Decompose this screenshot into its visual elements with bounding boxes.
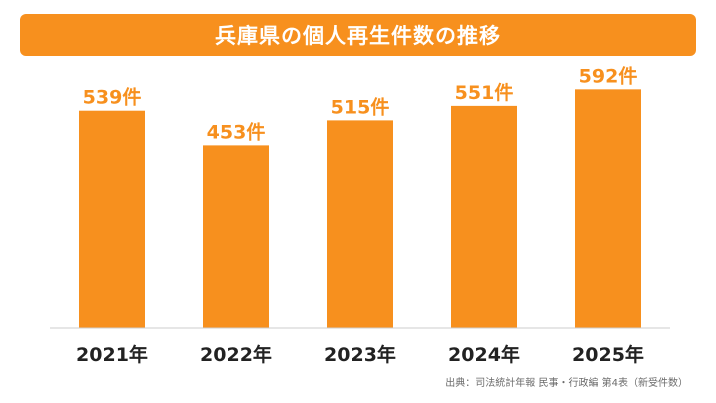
bar-1 xyxy=(79,110,145,328)
category-label-2: 2022年 xyxy=(200,343,272,366)
category-label-1: 2021年 xyxy=(76,343,148,366)
category-label-4: 2024年 xyxy=(448,343,520,366)
data-label-4: 551件 xyxy=(455,81,514,104)
source-note: 出典：司法統計年報 民事・行政編 第4表（新受件数） xyxy=(445,378,688,389)
data-label-5: 592件 xyxy=(579,64,638,87)
category-label-5: 2025年 xyxy=(572,343,644,366)
category-label-3: 2023年 xyxy=(324,343,396,366)
data-label-3: 515件 xyxy=(331,95,390,118)
data-label-1: 539件 xyxy=(83,86,142,109)
bar-5 xyxy=(575,89,641,328)
data-label-2: 453件 xyxy=(207,120,266,143)
chart-title: 兵庫県の個人再生件数の推移 xyxy=(215,24,501,48)
bar-2 xyxy=(203,145,269,328)
title-banner: 兵庫県の個人再生件数の推移 xyxy=(20,14,696,56)
bar-4 xyxy=(451,105,517,328)
bar-3 xyxy=(327,120,393,328)
